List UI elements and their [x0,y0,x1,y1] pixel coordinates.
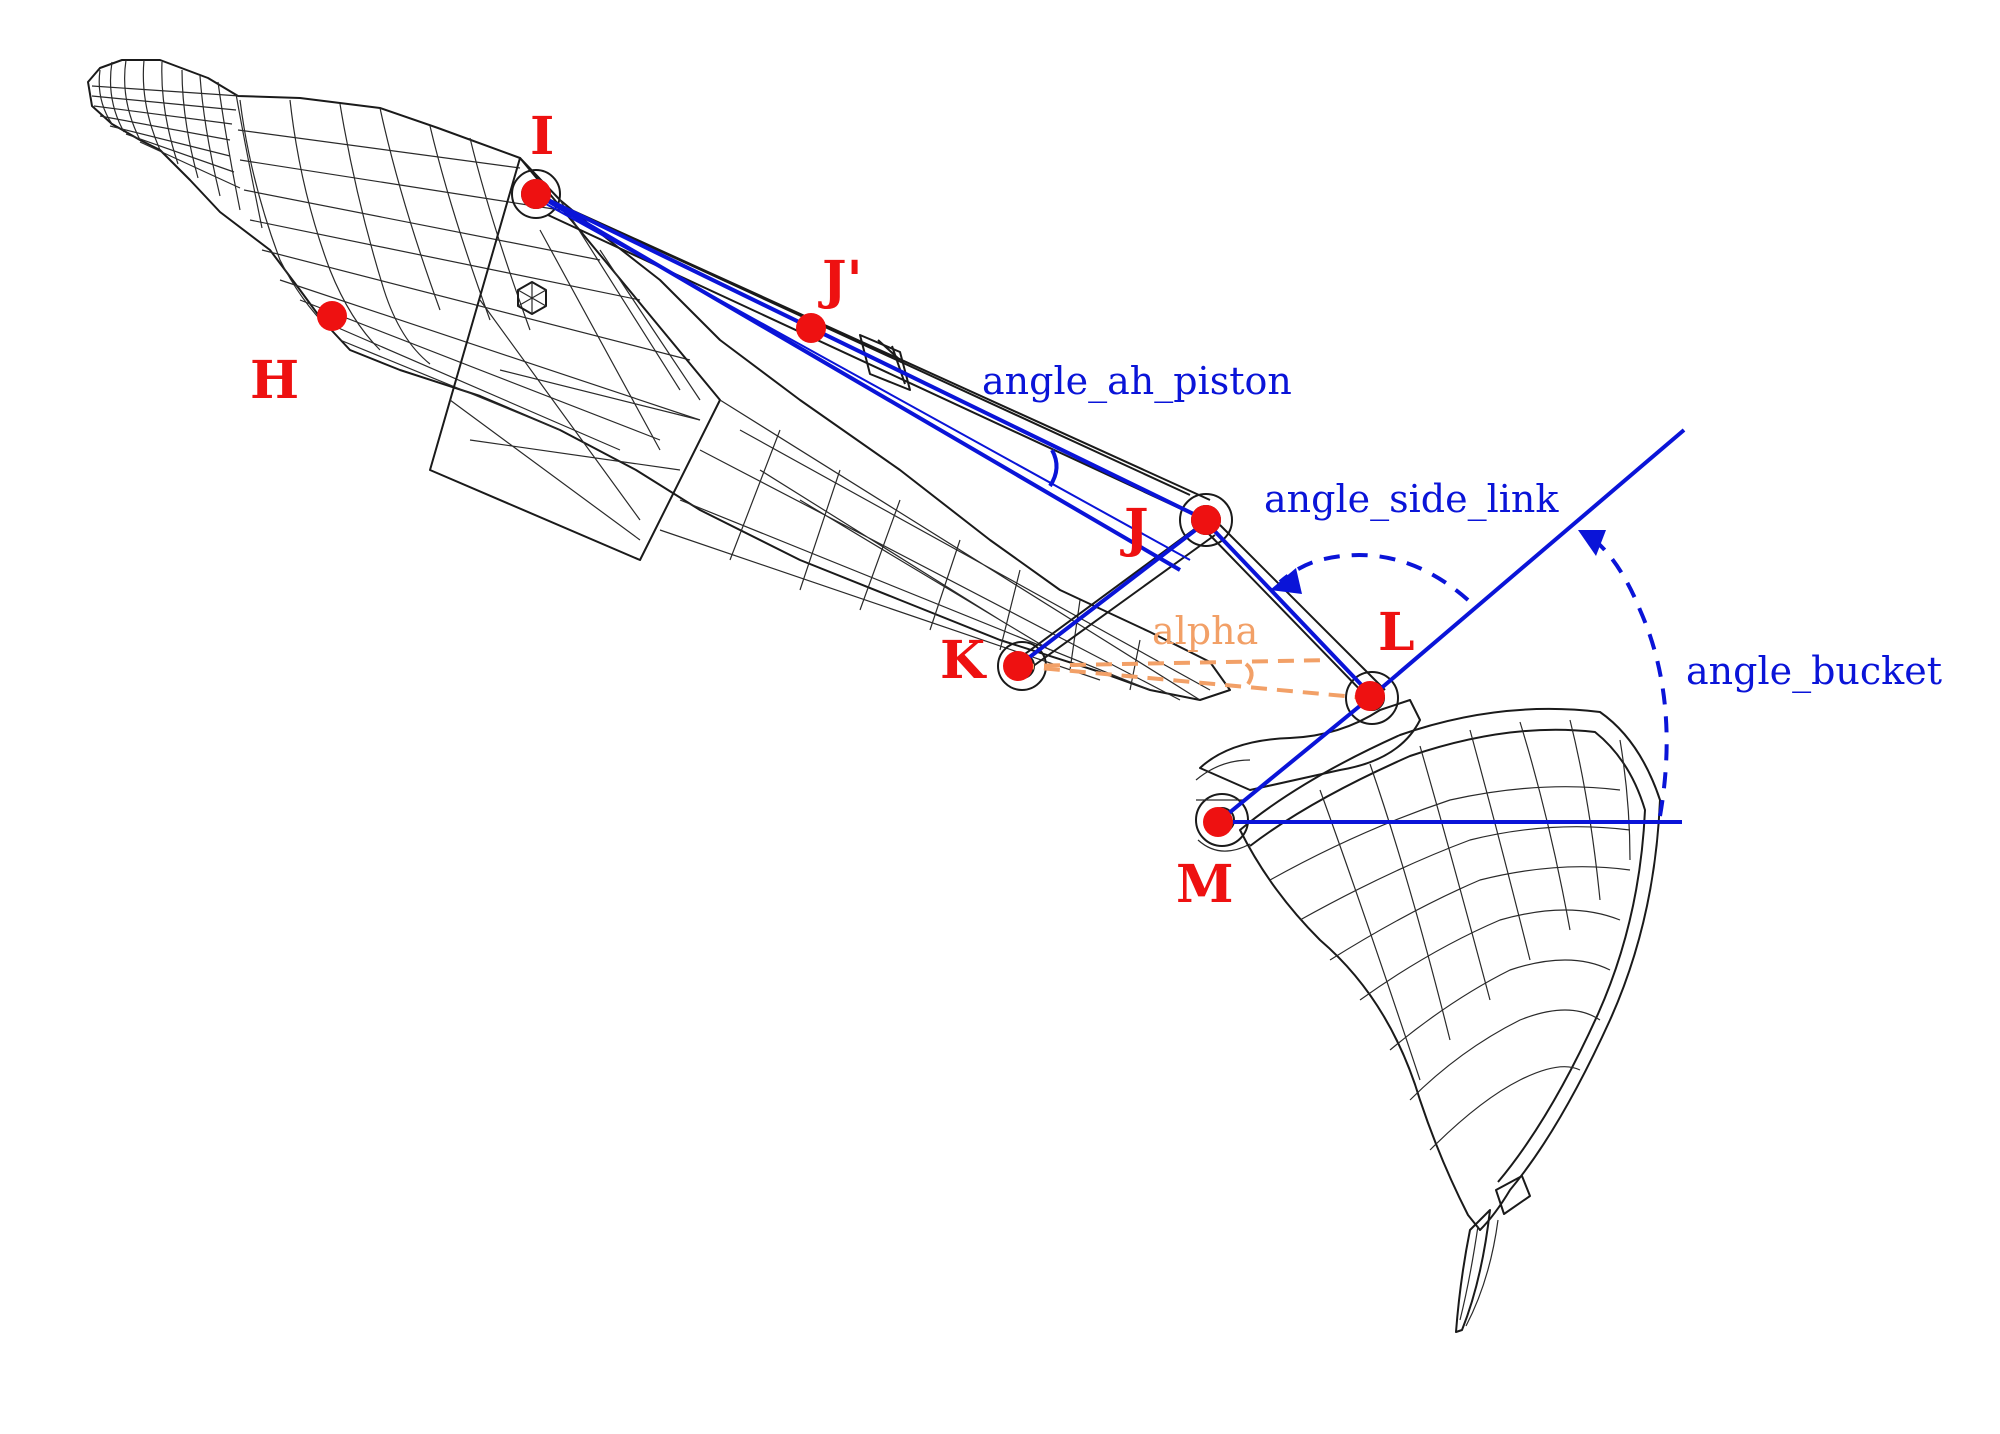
point-i [521,179,551,209]
bucket-arc [1588,534,1669,817]
alpha-arc [1244,662,1254,686]
point-m [1203,807,1233,837]
label-h: H [250,350,299,411]
label-l: L [1378,602,1415,663]
label-m: M [1176,854,1234,915]
label-k: K [940,630,987,691]
bucket-wireframe [1239,707,1661,1333]
link-l-m [1216,694,1374,824]
alpha-construction [1017,658,1367,700]
bucket-arrowhead [1578,530,1606,556]
point-l [1355,681,1385,711]
angle-construction [534,192,1686,824]
alpha-line-lower [1017,664,1367,700]
label-j-prime: J' [818,250,863,311]
point-h [317,301,347,331]
label-j: J [1120,498,1149,559]
link-j-l [1204,520,1374,698]
alpha-line-upper [1017,658,1331,668]
label-angle-side-link: angle_side_link [1264,477,1559,522]
arm-wireframe [87,59,1231,701]
point-j-prime [796,313,826,343]
label-alpha: alpha [1152,609,1258,653]
points [317,179,1385,837]
linkage-wireframe [997,524,1421,852]
point-k [1003,651,1033,681]
side-link-arc [1278,553,1470,602]
label-angle-bucket: angle_bucket [1686,649,1942,694]
bucket-ray [1370,428,1686,698]
link-j-k [1016,520,1208,668]
side-link-arrowhead [1270,568,1302,594]
label-i: I [530,106,554,167]
ah-piston-arc [1048,449,1059,488]
cylinder-axis-line [535,192,1211,524]
labels: H I J' J K L M angle_ah_piston angle_sid… [250,106,1942,915]
point-j [1191,505,1221,535]
label-angle-ah-piston: angle_ah_piston [982,359,1292,404]
